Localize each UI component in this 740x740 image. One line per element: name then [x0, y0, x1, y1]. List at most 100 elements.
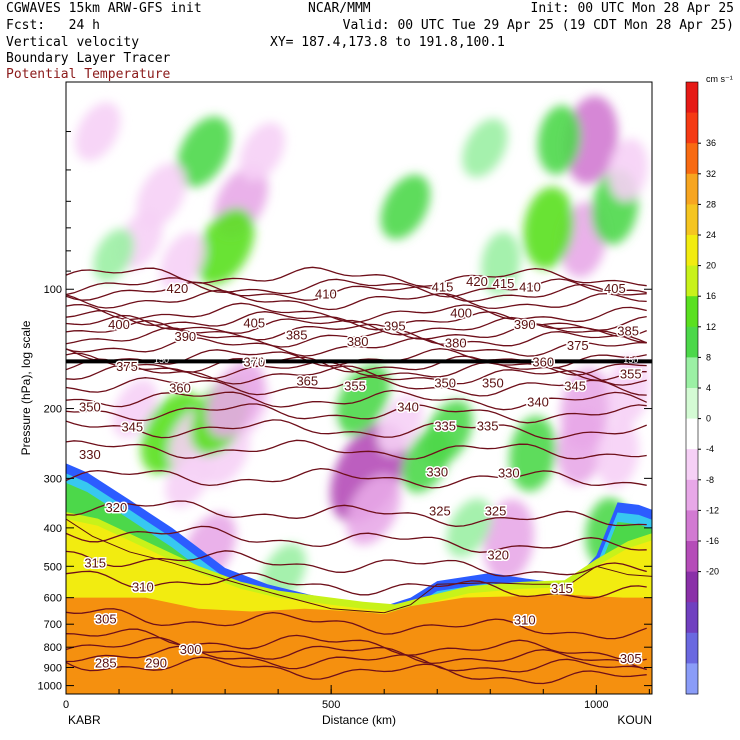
colorbar-bin — [686, 204, 698, 236]
colorbar-bin — [686, 357, 698, 389]
potential-temperature-contours: 420 410 415 420 415 410 405 400 390 405 385 395 400 3… — [66, 266, 652, 685]
colorbar-label: -8 — [706, 475, 714, 485]
colorbar-bin — [686, 235, 698, 267]
colorbar-label: -20 — [706, 567, 719, 577]
tracer-orange-band — [66, 594, 652, 694]
theta-contour — [66, 336, 647, 357]
colorbar-unit: cm s⁻¹ — [706, 74, 733, 84]
theta-label: 330 — [79, 447, 101, 462]
theta-label: 285 — [95, 656, 117, 671]
theta-label: 290 — [145, 656, 167, 671]
header-left-1: CGWAVES 15km ARW-GFS init — [6, 1, 202, 16]
theta-label: 310 — [132, 579, 154, 594]
theta-label: 415 — [493, 276, 515, 291]
theta-label: 375 — [116, 359, 138, 374]
colorbar-bin — [686, 479, 698, 511]
velocity-cell — [195, 208, 255, 285]
colorbar-bin — [686, 449, 698, 481]
velocity-cell — [346, 474, 401, 545]
theta-label: 400 — [108, 317, 130, 332]
theta-label: 300 — [180, 642, 202, 657]
theta-label: 385 — [286, 328, 308, 343]
endpoint-left: KABR — [68, 713, 101, 727]
theta-label: 335 — [434, 419, 456, 434]
y-tick-label: 400 — [44, 523, 62, 535]
header-center-1: NCAR/MMM — [308, 1, 371, 16]
velocity-cell — [239, 122, 285, 182]
theta-label: 350 — [482, 376, 504, 391]
theta-contour — [66, 467, 647, 489]
y-tick-label: 200 — [44, 404, 62, 416]
ground-fill — [66, 678, 652, 694]
velocity-cell — [560, 367, 611, 450]
theta-label: 385 — [617, 324, 639, 339]
pressure-marker-label: 150 — [623, 355, 638, 365]
y-tick-label: 900 — [44, 662, 62, 674]
theta-contour — [66, 419, 647, 440]
plot-frame — [65, 81, 653, 695]
velocity-cell — [176, 116, 231, 188]
theta-contour — [66, 403, 647, 424]
velocity-cell — [446, 498, 492, 558]
theta-contour — [66, 608, 647, 640]
colorbar-label: 16 — [706, 291, 716, 301]
x-tick-label: 0 — [63, 699, 69, 711]
colorbar-label: 32 — [706, 169, 716, 179]
colorbar-bin — [686, 632, 698, 664]
theta-label: 375 — [567, 338, 589, 353]
theta-contour — [66, 376, 647, 397]
theta-contour — [66, 389, 647, 411]
x-axis-title: Distance (km) — [322, 713, 396, 727]
velocity-cells — [75, 95, 650, 603]
colorbar-label: -12 — [706, 505, 719, 515]
colorbar-bin — [686, 326, 698, 358]
header-left-5: Potential Temperature — [6, 67, 171, 82]
theta-label: 325 — [485, 504, 507, 519]
vertical-velocity-field — [75, 95, 650, 603]
velocity-cell — [160, 231, 206, 291]
theta-label: 360 — [169, 381, 191, 396]
theta-label: 310 — [514, 612, 536, 627]
colorbar-bin — [686, 173, 698, 205]
x-tick-label: 1000 — [584, 699, 608, 711]
theta-contour — [66, 656, 647, 685]
velocity-cell — [377, 395, 423, 455]
theta-label: 325 — [429, 504, 451, 519]
velocity-cell — [537, 105, 581, 175]
theta-label: 340 — [397, 400, 419, 415]
colorbar-bin — [686, 388, 698, 420]
colorbar-bin — [686, 82, 698, 114]
header-left-2: Fcst: 24 h — [6, 18, 100, 33]
x-tick-label: 500 — [322, 699, 340, 711]
theta-contour — [66, 281, 647, 303]
theta-contour — [66, 570, 647, 599]
colorbar-label: -4 — [706, 444, 714, 454]
colorbar-label: 0 — [706, 414, 711, 424]
colorbar-bin — [686, 541, 698, 573]
velocity-cell — [75, 102, 121, 161]
colorbar: 36 32 28 24 20 16 12 8 4 0 -4 -8 -12 -16 -20 — [685, 81, 719, 695]
theta-contour — [66, 439, 647, 460]
theta-label: 380 — [445, 335, 467, 350]
theta-contour — [66, 314, 647, 338]
header-left-3: Vertical velocity — [6, 35, 140, 50]
theta-label: 400 — [450, 305, 472, 320]
colorbar-label: 24 — [706, 230, 716, 240]
theta-label: 330 — [426, 465, 448, 480]
terrain-outline — [66, 518, 652, 614]
velocity-cell — [509, 415, 557, 492]
theta-label: 390 — [514, 317, 536, 332]
theta-label: 305 — [95, 612, 117, 627]
theta-label: 315 — [551, 581, 573, 596]
y-tick-label: 800 — [44, 642, 62, 654]
y-tick-label: 1000 — [38, 681, 62, 693]
y-tick-label: 500 — [44, 561, 62, 573]
theta-label: 360 — [532, 354, 554, 369]
y-axis: 100 200 300 400 500 600 700 800 900 1000 — [38, 131, 652, 693]
velocity-cell — [380, 174, 431, 240]
theta-label: 355 — [620, 366, 642, 381]
theta-contour — [66, 277, 647, 298]
colorbar-bin — [686, 602, 698, 634]
velocity-cell — [606, 355, 650, 426]
